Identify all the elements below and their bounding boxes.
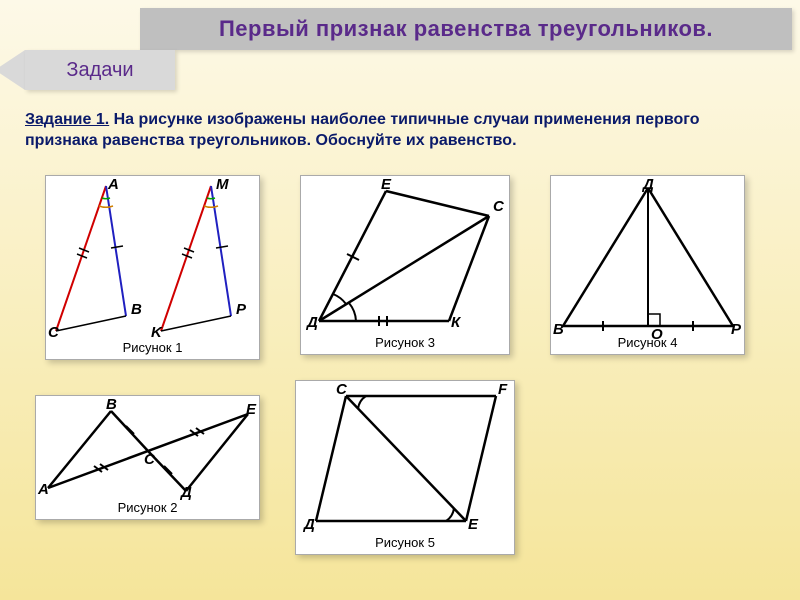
figure-3-svg xyxy=(301,176,511,336)
label-B2: B xyxy=(106,396,117,413)
label-A: A xyxy=(108,176,119,193)
caption-5: Рисунок 5 xyxy=(296,535,514,550)
figure-5: C F Д E Рисунок 5 xyxy=(295,380,515,555)
label-A2: A xyxy=(38,481,49,498)
label-E3: E xyxy=(381,176,391,193)
label-M: M xyxy=(216,176,229,193)
label-C: C xyxy=(48,324,59,341)
label-B: B xyxy=(131,301,142,318)
label-C2: C xyxy=(144,451,155,468)
label-K: K xyxy=(151,324,162,341)
figure-5-svg xyxy=(296,381,516,536)
tab-label: Задачи xyxy=(66,59,133,82)
caption-1: Рисунок 1 xyxy=(46,340,259,355)
label-D3: Д xyxy=(307,314,318,331)
header-bar: Первый признак равенства треугольников. xyxy=(140,8,792,50)
label-C5: C xyxy=(336,381,347,398)
page-title: Первый признак равенства треугольников. xyxy=(219,16,713,42)
label-F5: F xyxy=(498,381,507,398)
task-body: На рисунке изображены наиболее типичные … xyxy=(25,111,699,149)
caption-2: Рисунок 2 xyxy=(36,500,259,515)
figure-3: Д E C К Рисунок 3 xyxy=(300,175,510,355)
figure-2: A B C Д E Рисунок 2 xyxy=(35,395,260,520)
figure-2-svg xyxy=(36,396,261,501)
label-D5: Д xyxy=(304,516,315,533)
tab-arrow xyxy=(0,50,25,90)
label-P: P xyxy=(236,301,246,318)
caption-4: Рисунок 4 xyxy=(551,335,744,350)
label-E5: E xyxy=(468,516,478,533)
label-E2: E xyxy=(246,401,256,418)
label-D2: Д xyxy=(181,484,192,501)
caption-3: Рисунок 3 xyxy=(301,335,509,350)
label-C3: C xyxy=(493,198,504,215)
label-K3: К xyxy=(451,314,460,331)
label-D4: Д xyxy=(643,176,654,193)
figure-1-svg xyxy=(46,176,261,341)
task-text: Задание 1. На рисунке изображены наиболе… xyxy=(25,110,775,152)
tab-tasks: Задачи xyxy=(25,50,175,90)
figure-4-svg xyxy=(551,176,746,336)
task-prefix: Задание 1. xyxy=(25,111,109,128)
figure-4: Д В О Р Рисунок 4 xyxy=(550,175,745,355)
figure-1: A B C M P K Рисунок 1 xyxy=(45,175,260,360)
